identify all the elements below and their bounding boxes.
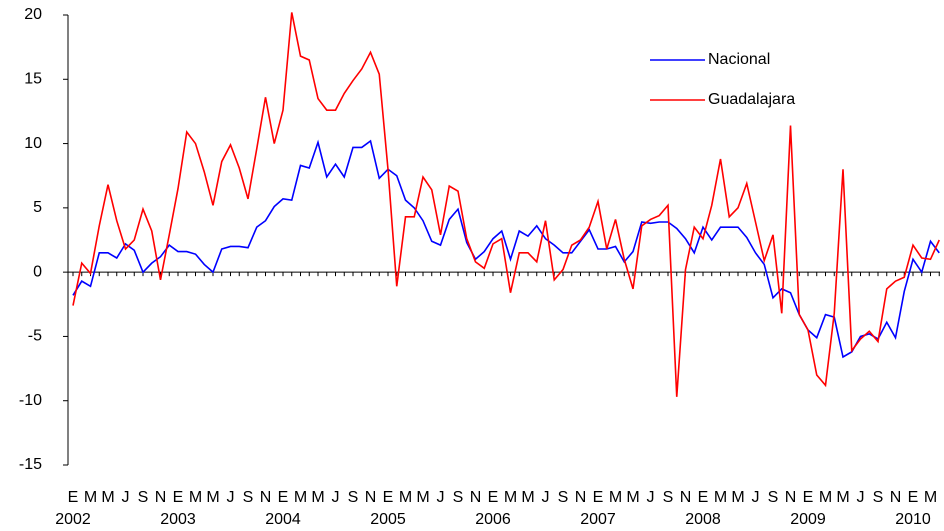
x-tick-label: S: [873, 489, 884, 506]
x-tick-label: J: [122, 489, 130, 506]
x-tick-label: S: [243, 489, 254, 506]
x-tick-label: M: [416, 489, 429, 506]
year-label: 2005: [370, 511, 406, 528]
year-label: 2004: [265, 511, 301, 528]
x-tick-label: E: [278, 489, 289, 506]
y-tick-label: 0: [33, 263, 42, 280]
x-tick-label: E: [383, 489, 394, 506]
x-tick-label: M: [836, 489, 849, 506]
x-tick-label: N: [575, 489, 587, 506]
y-tick-label: 20: [24, 6, 42, 23]
series-line: [72, 139, 940, 359]
x-tick-label: E: [488, 489, 499, 506]
x-tick-label: J: [332, 489, 340, 506]
y-tick-label: -10: [19, 392, 42, 409]
year-label: 2009: [790, 511, 826, 528]
y-tick-label: 10: [24, 135, 42, 152]
y-tick-label: 5: [33, 199, 42, 216]
x-tick-label: S: [138, 489, 149, 506]
x-tick-label: S: [663, 489, 674, 506]
x-tick-label: M: [101, 489, 114, 506]
year-label: 2003: [160, 511, 196, 528]
year-label: 2010: [895, 511, 931, 528]
y-tick-label: 15: [24, 71, 42, 88]
x-tick-label: E: [698, 489, 709, 506]
x-tick-label: S: [558, 489, 569, 506]
x-tick-label: N: [890, 489, 902, 506]
x-tick-label: J: [542, 489, 550, 506]
x-tick-label: E: [908, 489, 919, 506]
x-tick-label: M: [206, 489, 219, 506]
x-tick-label: N: [470, 489, 482, 506]
x-tick-label: N: [155, 489, 167, 506]
x-tick-label: M: [294, 489, 307, 506]
y-tick-label: -15: [19, 456, 42, 473]
x-tick-label: N: [785, 489, 797, 506]
x-tick-label: S: [348, 489, 359, 506]
x-tick-label: J: [647, 489, 655, 506]
x-tick-label: M: [504, 489, 517, 506]
x-tick-label: S: [453, 489, 464, 506]
x-tick-label: M: [924, 489, 937, 506]
legend-label: Nacional: [708, 51, 770, 68]
x-tick-label: N: [260, 489, 272, 506]
x-tick-label: E: [803, 489, 814, 506]
x-tick-label: E: [173, 489, 184, 506]
x-tick-label: M: [609, 489, 622, 506]
x-tick-label: S: [768, 489, 779, 506]
series-line: [72, 12, 940, 397]
x-tick-label: J: [437, 489, 445, 506]
year-label: 2008: [685, 511, 721, 528]
year-label: 2006: [475, 511, 511, 528]
year-label: 2007: [580, 511, 616, 528]
x-tick-label: M: [731, 489, 744, 506]
x-tick-label: M: [311, 489, 324, 506]
x-tick-label: J: [752, 489, 760, 506]
x-tick-label: E: [68, 489, 79, 506]
x-tick-label: M: [626, 489, 639, 506]
x-tick-label: M: [84, 489, 97, 506]
legend-label: Guadalajara: [708, 91, 795, 108]
x-tick-label: N: [365, 489, 377, 506]
year-label: 2002: [55, 511, 91, 528]
x-tick-label: M: [521, 489, 534, 506]
x-tick-label: N: [680, 489, 692, 506]
x-tick-label: M: [189, 489, 202, 506]
x-tick-label: J: [227, 489, 235, 506]
y-tick-label: -5: [28, 328, 42, 345]
x-tick-label: J: [857, 489, 865, 506]
x-tick-label: M: [399, 489, 412, 506]
x-tick-label: M: [714, 489, 727, 506]
x-tick-label: E: [593, 489, 604, 506]
x-tick-label: M: [819, 489, 832, 506]
